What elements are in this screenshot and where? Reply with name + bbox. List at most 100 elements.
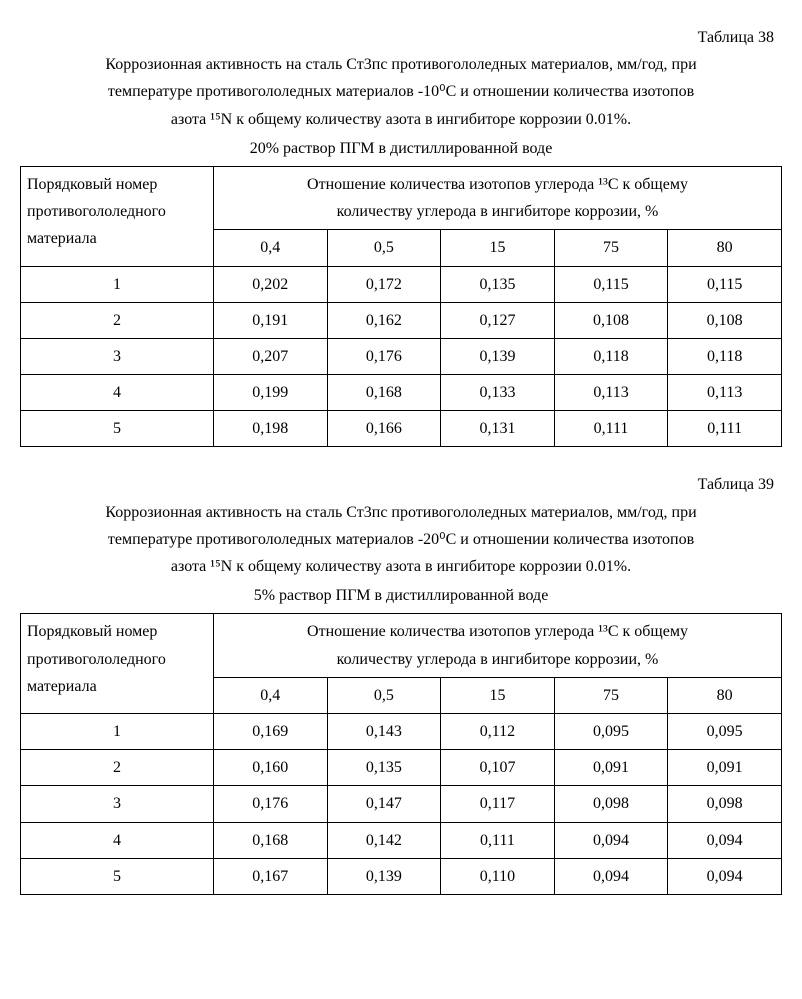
cell: 0,108	[554, 302, 668, 338]
table-row: 1 0,202 0,172 0,135 0,115 0,115	[21, 266, 782, 302]
table-row: Порядковый номер противогололедного мате…	[21, 614, 782, 677]
cell: 0,172	[327, 266, 441, 302]
table-caption: Коррозионная активность на сталь Ст3пс п…	[30, 499, 772, 581]
table-row: 4 0,168 0,142 0,111 0,094 0,094	[21, 822, 782, 858]
row-number: 1	[21, 266, 214, 302]
cell: 0,107	[441, 750, 555, 786]
row-number: 4	[21, 822, 214, 858]
cell: 0,176	[214, 786, 328, 822]
column-header: 80	[668, 230, 782, 266]
table-row: 2 0,191 0,162 0,127 0,108 0,108	[21, 302, 782, 338]
column-header: 15	[441, 677, 555, 713]
cell: 0,169	[214, 713, 328, 749]
cell: 0,094	[668, 858, 782, 894]
cell: 0,143	[327, 713, 441, 749]
cell: 0,091	[668, 750, 782, 786]
caption-line: азота ¹⁵N к общему количеству азота в ин…	[30, 553, 772, 580]
column-header: 75	[554, 230, 668, 266]
table-caption: Коррозионная активность на сталь Ст3пс п…	[30, 51, 772, 133]
row-number: 2	[21, 750, 214, 786]
cell: 0,133	[441, 375, 555, 411]
colhead-line: Отношение количества изотопов углерода ¹…	[307, 623, 688, 640]
cell: 0,111	[668, 411, 782, 447]
cell: 0,135	[327, 750, 441, 786]
table-row: 2 0,160 0,135 0,107 0,091 0,091	[21, 750, 782, 786]
row-header-cell: Порядковый номер противогололедного мате…	[21, 614, 214, 714]
cell: 0,118	[668, 338, 782, 374]
table-row: 3 0,207 0,176 0,139 0,118 0,118	[21, 338, 782, 374]
row-header-line: материала	[27, 678, 97, 695]
table-subcaption: 20% раствор ПГМ в дистиллированной воде	[20, 135, 782, 162]
cell: 0,167	[214, 858, 328, 894]
cell: 0,111	[554, 411, 668, 447]
row-number: 1	[21, 713, 214, 749]
column-header: 0,5	[327, 230, 441, 266]
caption-line: Коррозионная активность на сталь Ст3пс п…	[30, 51, 772, 78]
cell: 0,168	[327, 375, 441, 411]
row-number: 3	[21, 338, 214, 374]
cell: 0,191	[214, 302, 328, 338]
cell: 0,111	[441, 822, 555, 858]
colhead-line: Отношение количества изотопов углерода ¹…	[307, 176, 688, 193]
cell: 0,202	[214, 266, 328, 302]
column-group-header: Отношение количества изотопов углерода ¹…	[214, 166, 782, 229]
cell: 0,147	[327, 786, 441, 822]
cell: 0,160	[214, 750, 328, 786]
data-table: Порядковый номер противогололедного мате…	[20, 613, 782, 895]
cell: 0,166	[327, 411, 441, 447]
cell: 0,098	[554, 786, 668, 822]
row-number: 2	[21, 302, 214, 338]
table-row: 4 0,199 0,168 0,133 0,113 0,113	[21, 375, 782, 411]
caption-line: температуре противогололедных материалов…	[30, 78, 772, 105]
column-header: 80	[668, 677, 782, 713]
row-number: 5	[21, 411, 214, 447]
column-header: 15	[441, 230, 555, 266]
column-header: 75	[554, 677, 668, 713]
table-label: Таблица 39	[20, 471, 774, 498]
cell: 0,094	[554, 858, 668, 894]
row-header-line: Порядковый номер	[27, 623, 157, 640]
row-number: 4	[21, 375, 214, 411]
cell: 0,117	[441, 786, 555, 822]
cell: 0,142	[327, 822, 441, 858]
cell: 0,199	[214, 375, 328, 411]
cell: 0,139	[441, 338, 555, 374]
cell: 0,176	[327, 338, 441, 374]
cell: 0,198	[214, 411, 328, 447]
row-header-cell: Порядковый номер противогололедного мате…	[21, 166, 214, 266]
column-header: 0,4	[214, 677, 328, 713]
table-row: Порядковый номер противогололедного мате…	[21, 166, 782, 229]
cell: 0,118	[554, 338, 668, 374]
cell: 0,110	[441, 858, 555, 894]
caption-line: азота ¹⁵N к общему количеству азота в ин…	[30, 106, 772, 133]
column-header: 0,5	[327, 677, 441, 713]
cell: 0,135	[441, 266, 555, 302]
table-row: 1 0,169 0,143 0,112 0,095 0,095	[21, 713, 782, 749]
row-header-line: материала	[27, 230, 97, 247]
cell: 0,168	[214, 822, 328, 858]
row-number: 5	[21, 858, 214, 894]
row-number: 3	[21, 786, 214, 822]
cell: 0,094	[668, 822, 782, 858]
colhead-line: количеству углерода в ингибиторе коррози…	[337, 651, 659, 668]
table-row: 5 0,198 0,166 0,131 0,111 0,111	[21, 411, 782, 447]
cell: 0,207	[214, 338, 328, 374]
table-row: 5 0,167 0,139 0,110 0,094 0,094	[21, 858, 782, 894]
caption-line: температуре противогололедных материалов…	[30, 526, 772, 553]
cell: 0,162	[327, 302, 441, 338]
cell: 0,127	[441, 302, 555, 338]
caption-line: Коррозионная активность на сталь Ст3пс п…	[30, 499, 772, 526]
cell: 0,098	[668, 786, 782, 822]
cell: 0,112	[441, 713, 555, 749]
table-label: Таблица 38	[20, 24, 774, 51]
data-table: Порядковый номер противогололедного мате…	[20, 166, 782, 448]
cell: 0,095	[668, 713, 782, 749]
cell: 0,113	[668, 375, 782, 411]
cell: 0,139	[327, 858, 441, 894]
table-row: 3 0,176 0,147 0,117 0,098 0,098	[21, 786, 782, 822]
cell: 0,108	[668, 302, 782, 338]
column-header: 0,4	[214, 230, 328, 266]
cell: 0,115	[554, 266, 668, 302]
table-subcaption: 5% раствор ПГМ в дистиллированной воде	[20, 582, 782, 609]
cell: 0,091	[554, 750, 668, 786]
